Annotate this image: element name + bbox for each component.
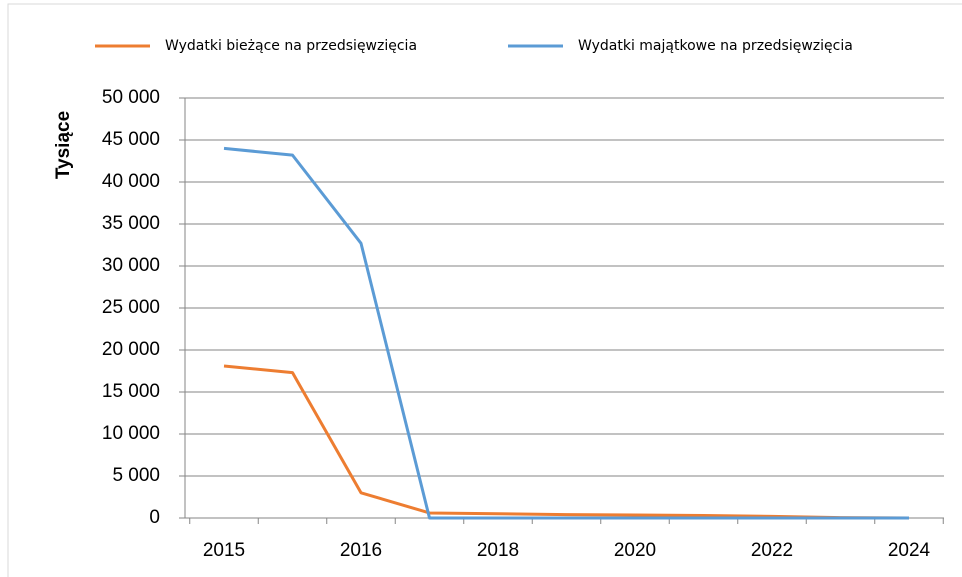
y-tick-label: 25 000 — [102, 297, 160, 318]
x-tick-label: 2020 — [614, 540, 656, 561]
chart-border — [7, 3, 962, 577]
y-tick-label: 0 — [149, 507, 160, 528]
y-tick-label: 45 000 — [102, 129, 160, 150]
y-axis-title: Tysiące — [53, 111, 74, 179]
y-tick-label: 10 000 — [102, 423, 160, 444]
legend-label: Wydatki bieżące na przedsięwzięcia — [165, 38, 417, 54]
y-tick-label: 15 000 — [102, 381, 160, 402]
x-tick-label: 2024 — [888, 540, 931, 561]
y-tick-label: 20 000 — [102, 339, 160, 360]
y-tick-label: 50 000 — [102, 87, 160, 108]
x-tick-label: 2018 — [477, 540, 519, 561]
y-tick-label: 40 000 — [102, 171, 160, 192]
legend-label: Wydatki majątkowe na przedsięwzięcia — [578, 38, 853, 54]
x-tick-label: 2022 — [751, 540, 793, 561]
y-tick-label: 30 000 — [102, 255, 160, 276]
x-tick-label: 2016 — [340, 540, 382, 561]
y-tick-label: 5 000 — [112, 465, 160, 486]
y-tick-label: 35 000 — [102, 213, 160, 234]
series-line — [223, 146, 909, 520]
x-tick-label: 2015 — [203, 540, 245, 561]
